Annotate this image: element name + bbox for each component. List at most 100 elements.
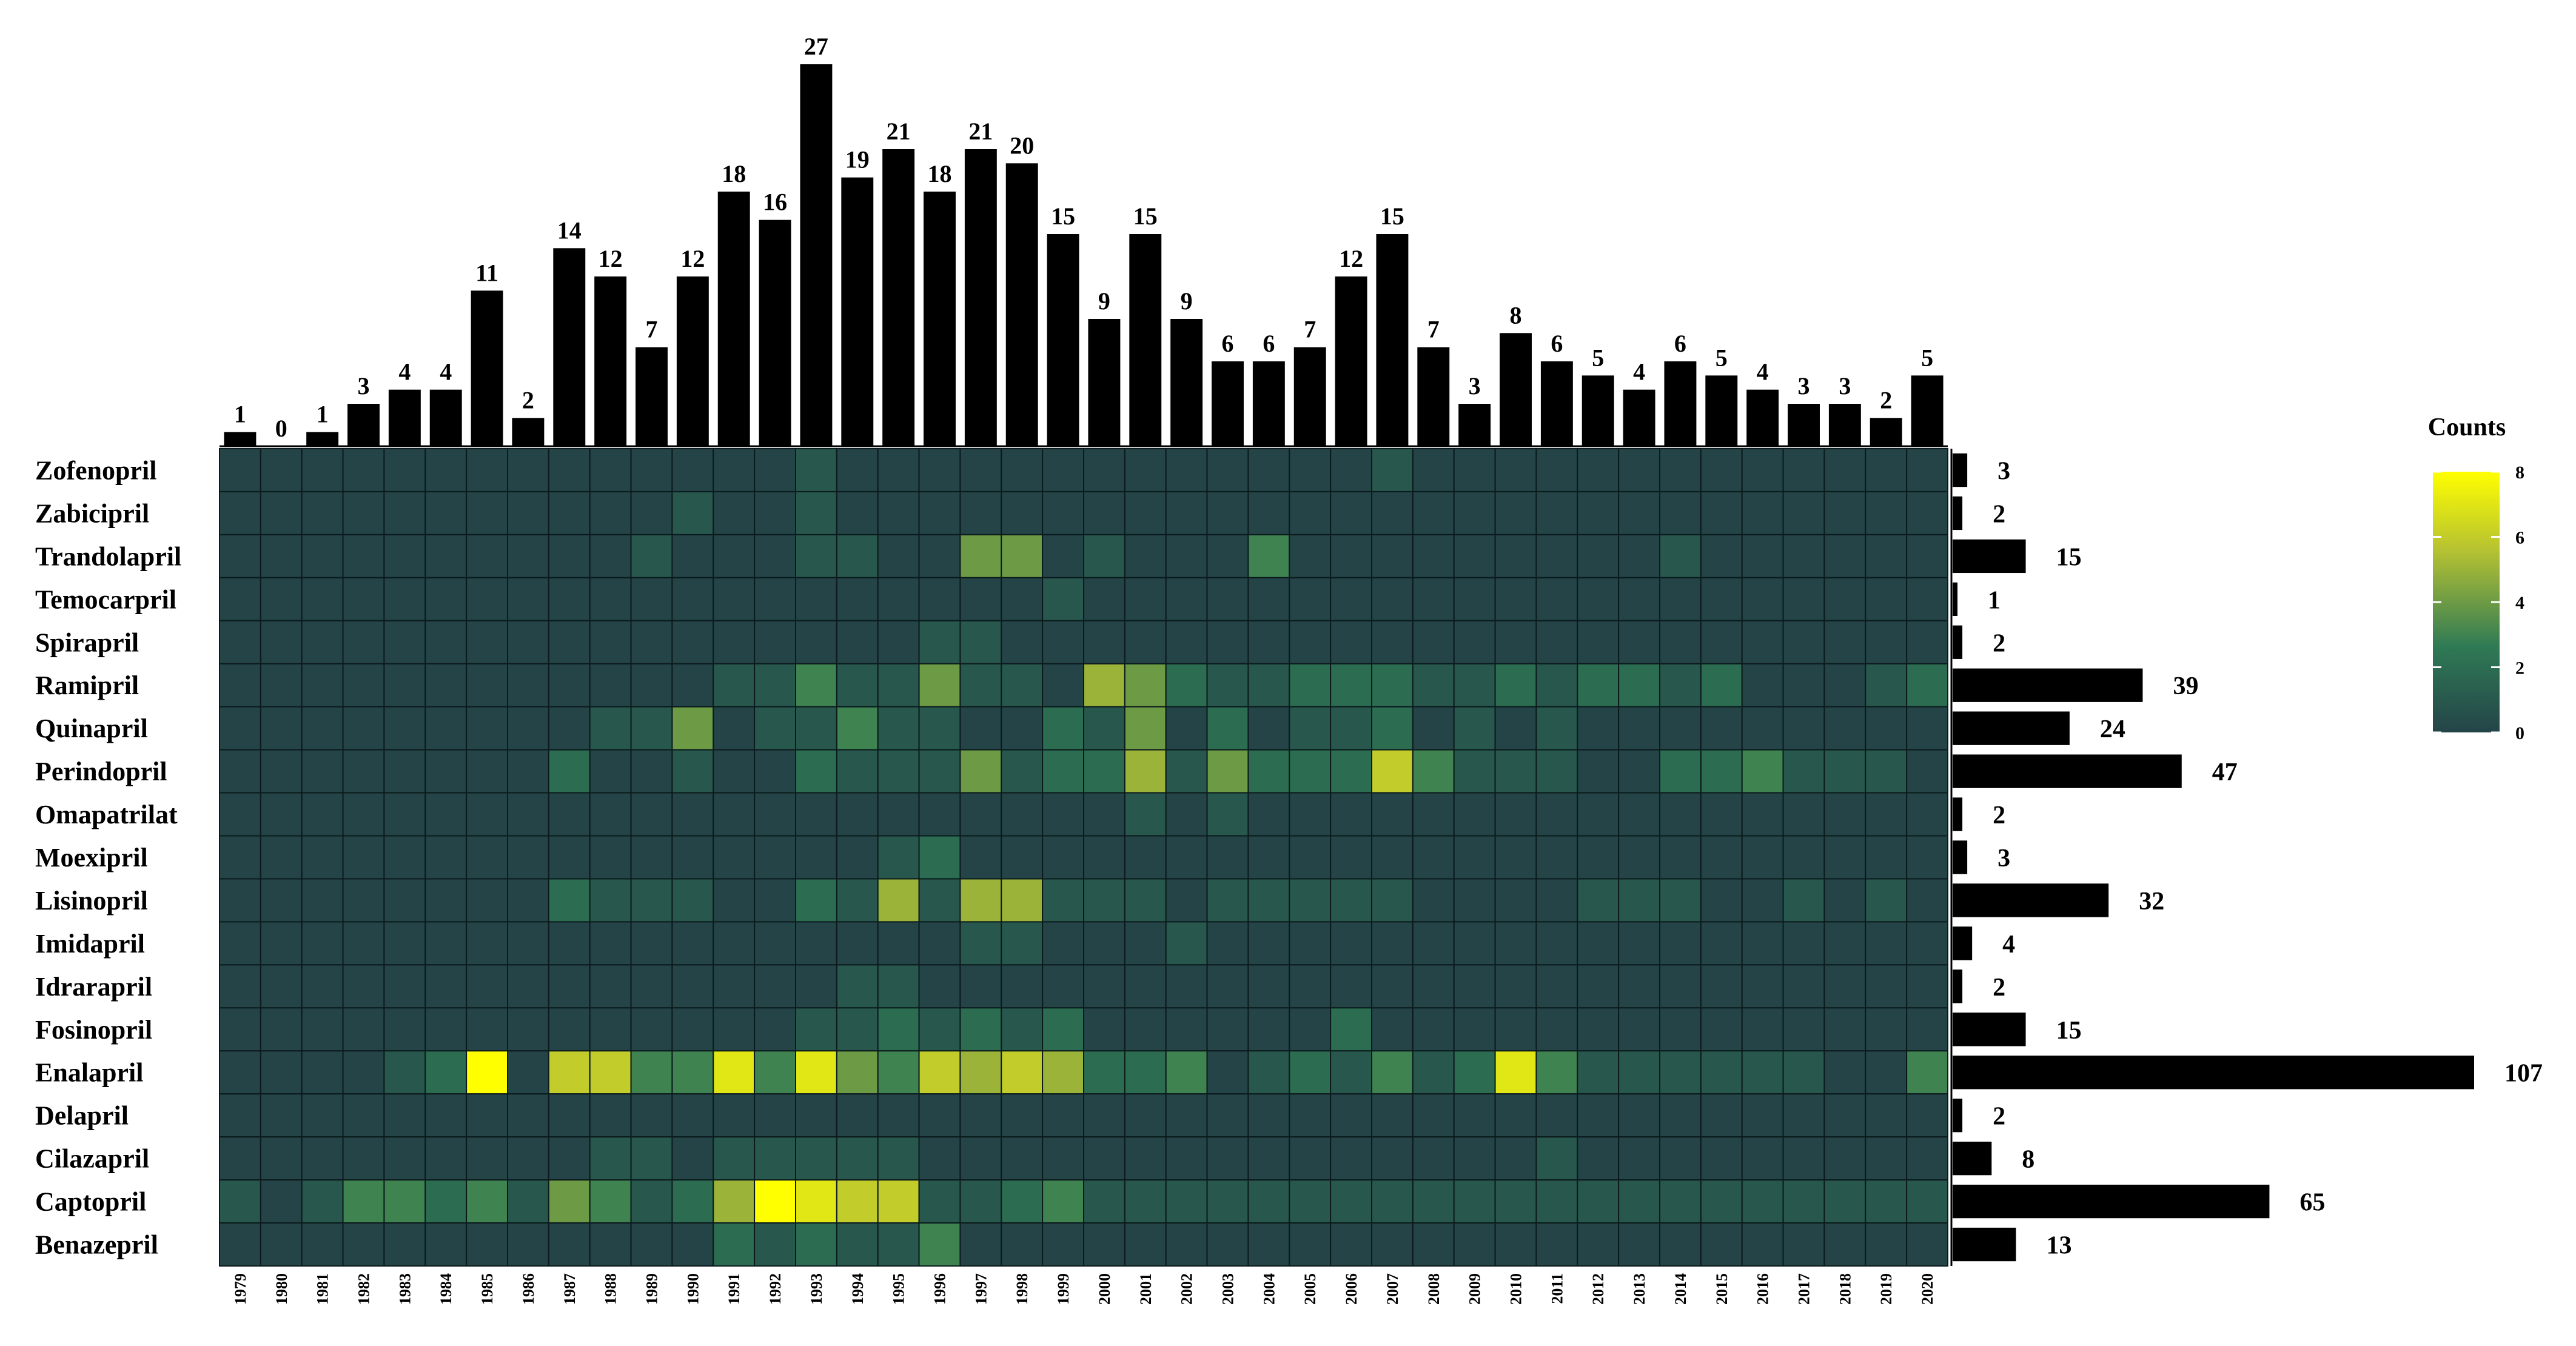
year-total-bar xyxy=(1212,361,1244,446)
heatmap-cell xyxy=(1206,749,1249,794)
heatmap-cell xyxy=(1782,749,1825,794)
year-total-bar xyxy=(347,404,380,446)
heatmap-cell xyxy=(1865,921,1908,966)
heatmap-cell xyxy=(219,921,261,966)
heatmap-cell xyxy=(1700,663,1743,708)
heatmap-cell xyxy=(959,1179,1002,1224)
heatmap-cell xyxy=(1453,663,1496,708)
drug-label: Enalapril xyxy=(35,1058,144,1088)
year-total-label: 3 xyxy=(1839,372,1851,400)
heatmap-cell xyxy=(1865,663,1908,708)
heatmap-cell xyxy=(383,921,426,966)
heatmap-cell xyxy=(1165,921,1208,966)
heatmap-cell xyxy=(1330,1136,1372,1181)
heatmap-cell xyxy=(713,1007,756,1052)
heatmap-cell xyxy=(1577,1093,1620,1138)
heatmap-cell xyxy=(1577,706,1620,751)
heatmap-cell xyxy=(1535,792,1578,837)
heatmap-cell xyxy=(507,1136,549,1181)
heatmap-cell xyxy=(1083,534,1125,578)
heatmap-cell xyxy=(383,1222,426,1267)
heatmap-cell xyxy=(383,620,426,665)
drug-total-bar xyxy=(1953,1013,2026,1046)
heatmap-cell xyxy=(1906,706,1948,751)
heatmap-cell xyxy=(301,448,344,492)
heatmap-cell xyxy=(507,878,549,923)
heatmap-cell xyxy=(671,1007,714,1052)
heatmap-cell xyxy=(1659,620,1702,665)
heatmap-cell xyxy=(713,1136,756,1181)
heatmap-cell xyxy=(1453,749,1496,794)
year-label: 1984 xyxy=(437,1273,455,1305)
heatmap-cell xyxy=(1371,1222,1414,1267)
heatmap-cell xyxy=(1289,1050,1332,1095)
heatmap-cell xyxy=(1453,921,1496,966)
heatmap-cell xyxy=(1823,1179,1867,1224)
year-total-label: 8 xyxy=(1510,301,1522,329)
year-total-label: 16 xyxy=(763,189,787,216)
heatmap-cell xyxy=(301,1136,344,1181)
heatmap-cell xyxy=(301,1222,344,1267)
year-total-bar xyxy=(636,347,668,446)
heatmap-cell xyxy=(1042,577,1085,621)
heatmap-cell xyxy=(1124,577,1167,621)
heatmap-cell xyxy=(1206,448,1249,492)
heatmap-cell xyxy=(630,1222,673,1267)
heatmap-cell xyxy=(548,448,591,492)
heatmap-cell xyxy=(1412,491,1455,535)
year-total-label: 7 xyxy=(1427,316,1440,343)
heatmap-cell xyxy=(713,534,756,578)
year-total-bar xyxy=(1911,375,1944,446)
heatmap-cell xyxy=(1289,1093,1332,1138)
heatmap-cell xyxy=(671,663,714,708)
heatmap-cell xyxy=(1289,921,1332,966)
heatmap-cell xyxy=(1577,878,1620,923)
heatmap-cell xyxy=(1289,534,1332,578)
heatmap-cell xyxy=(260,1136,303,1181)
heatmap-cell xyxy=(1001,964,1044,1009)
heatmap-cell xyxy=(1453,491,1496,535)
heatmap-cell xyxy=(1165,534,1208,578)
heatmap-cell xyxy=(877,964,920,1009)
heatmap-cell xyxy=(671,577,714,621)
drug-total-label: 13 xyxy=(2047,1232,2072,1260)
heatmap-cell xyxy=(424,964,468,1009)
heatmap-cell xyxy=(466,620,509,665)
year-total-bar xyxy=(1623,389,1655,446)
year-total-bar xyxy=(388,389,421,446)
heatmap-cell xyxy=(1042,835,1085,880)
heatmap-cell xyxy=(836,792,879,837)
heatmap-cell xyxy=(1906,577,1948,621)
heatmap-cell xyxy=(1042,1222,1085,1267)
heatmap-cell xyxy=(959,1222,1002,1267)
year-total-label: 15 xyxy=(1133,203,1158,230)
year-total-bar xyxy=(1129,234,1162,446)
heatmap-cell xyxy=(1535,491,1578,535)
heatmap-cell xyxy=(1618,663,1660,708)
heatmap-cell xyxy=(1206,964,1249,1009)
heatmap-cell xyxy=(1865,792,1908,837)
heatmap-cell xyxy=(1659,749,1702,794)
heatmap-cell xyxy=(918,620,961,665)
year-label: 2002 xyxy=(1178,1273,1196,1305)
heatmap-cell xyxy=(836,448,879,492)
heatmap-cell xyxy=(754,835,797,880)
heatmap-cell xyxy=(1371,620,1414,665)
heatmap-cell xyxy=(1906,1050,1948,1095)
heatmap-cell xyxy=(507,534,549,578)
heatmap-cell xyxy=(507,964,549,1009)
heatmap-cell xyxy=(1001,706,1044,751)
heatmap-cell xyxy=(1206,577,1249,621)
heatmap-cell xyxy=(1001,792,1044,837)
drug-total-bar xyxy=(1953,926,1973,960)
heatmap-cell xyxy=(1289,448,1332,492)
heatmap-cell xyxy=(918,1093,961,1138)
heatmap-cell xyxy=(630,878,673,923)
year-total-bar xyxy=(1252,361,1285,446)
heatmap-cell xyxy=(548,749,591,794)
year-label: 2000 xyxy=(1096,1273,1113,1305)
heatmap-cell xyxy=(1001,1136,1044,1181)
heatmap-cell xyxy=(383,1007,426,1052)
heatmap-cell xyxy=(1083,1222,1125,1267)
heatmap-cell xyxy=(1247,749,1290,794)
